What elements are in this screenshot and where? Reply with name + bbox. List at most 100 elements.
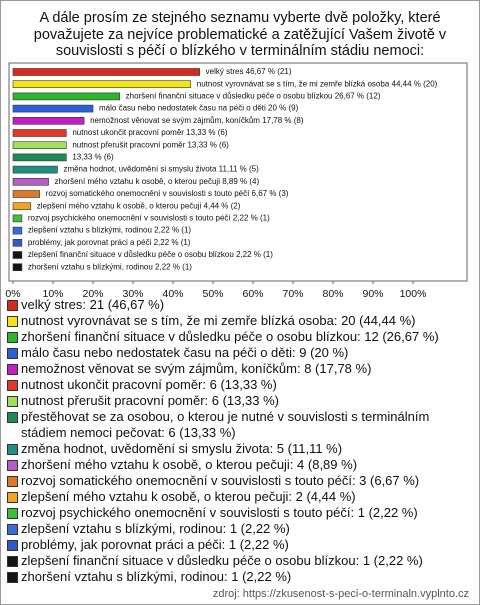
value-label: málo času nebo nedostatek času na péči o… <box>99 104 299 113</box>
value-label: zlepšení mého vztahu k osobě, o kterou p… <box>37 201 241 210</box>
legend-label: zlepšení vztahu s blízkými, rodinou: 1 (… <box>21 521 290 536</box>
legend-item: zhoršení vztahu s blízkými, rodinou: 1 (… <box>7 569 469 585</box>
legend-swatch <box>7 380 18 391</box>
legend-label: rozvoj somatického onemocnění v souvislo… <box>21 473 420 488</box>
legend-label: zhoršení vztahu s blízkými, rodinou: 1 (… <box>21 569 292 584</box>
bar <box>12 239 23 247</box>
legend-item: nutnost ukončit pracovní poměr: 6 (13,33… <box>7 377 469 393</box>
legend-label: nutnost vyrovnávat se s tím, že mi zemře… <box>21 313 416 328</box>
value-label: velký stres 46,67 % (21) <box>206 67 292 76</box>
legend-item: nutnost vyrovnávat se s tím, že mi zemře… <box>7 313 469 329</box>
legend-swatch <box>7 460 18 471</box>
legend-swatch <box>7 316 18 327</box>
value-label: 13,33 % (6) <box>72 153 114 162</box>
legend-label: zhoršení finanční situace v důsledku péč… <box>21 329 439 344</box>
legend-item: zhoršení mého vztahu k osobě, o kterou p… <box>7 457 469 473</box>
value-label: nemožnost věnovat se svým zájmům, koníčk… <box>90 116 304 125</box>
legend-swatch <box>7 572 18 583</box>
x-tick-label: 20% <box>82 288 103 297</box>
legend-swatch <box>7 412 18 423</box>
legend-item: nemožnost věnovat se svým zájmům, koníčk… <box>7 361 469 377</box>
bar <box>12 153 67 162</box>
x-tick-label: 60% <box>242 288 263 297</box>
value-label: nutnost přerušit pracovní poměr 13,33 % … <box>72 140 229 149</box>
bar <box>12 104 94 113</box>
value-label: nutnost vyrovnávat se s tím, že mi zemře… <box>197 79 438 88</box>
legend-label: nutnost přerušit pracovní poměr: 6 (13,3… <box>21 393 279 408</box>
legend-item: změna hodnot, uvědomění si smyslu života… <box>7 441 469 457</box>
legend-swatch <box>7 364 18 375</box>
legend-swatch <box>7 540 18 551</box>
x-tick-label: 90% <box>362 288 383 297</box>
bar <box>12 80 192 89</box>
value-label: zhoršení mého vztahu k osobě, o kterou p… <box>55 177 260 186</box>
value-label: zlepšení finanční situace v důsledku péč… <box>28 250 273 259</box>
chart-title: A dále prosím ze stejného seznamu vybert… <box>33 10 447 59</box>
x-tick-label: 80% <box>322 288 343 297</box>
legend-swatch <box>7 556 18 567</box>
legend-swatch <box>7 508 18 519</box>
legend-label: zhoršení mého vztahu k osobě, o kterou p… <box>21 457 358 472</box>
legend-swatch <box>7 396 18 407</box>
value-label: zhoršení finanční situace v důsledku péč… <box>126 92 381 101</box>
bar <box>12 226 23 235</box>
legend-swatch <box>7 476 18 487</box>
legend-item: rozvoj psychického onemocnění v souvislo… <box>7 505 469 521</box>
bar <box>12 202 32 210</box>
legend-item: málo času nebo nedostatek času na péči o… <box>7 345 469 361</box>
legend-item: velký stres: 21 (46,67 %) <box>7 297 469 313</box>
x-tick-label: 70% <box>282 288 303 297</box>
legend-item: přestěhovat se za osobou, o kterou je nu… <box>7 409 469 441</box>
value-label: zhoršení vztahu s blízkými, rodinou 2,22… <box>28 262 192 271</box>
value-label: rozvoj somatického onemocnění v souvislo… <box>46 189 289 198</box>
legend-item: zlepšení vztahu s blízkými, rodinou: 1 (… <box>7 521 469 537</box>
legend-label: málo času nebo nedostatek času na péči o… <box>21 345 349 360</box>
legend-label: nemožnost věnovat se svým zájmům, koníčk… <box>21 361 372 376</box>
bar <box>12 178 49 186</box>
legend-swatch <box>7 444 18 455</box>
legend-label: rozvoj psychického onemocnění v souvislo… <box>21 505 418 520</box>
legend-item: zlepšení finanční situace v důsledku péč… <box>7 553 469 569</box>
bar <box>12 68 200 76</box>
legend-label: změna hodnot, uvědomění si smyslu života… <box>21 441 343 456</box>
legend-label: přestěhovat se za osobou, o kterou je nu… <box>21 409 430 440</box>
legend-swatch <box>7 300 18 311</box>
legend-label: zlepšení mého vztahu k osobě, o kterou p… <box>21 489 356 504</box>
bar <box>12 251 23 259</box>
x-tick-label: 0% <box>5 288 20 297</box>
legend-item: nutnost přerušit pracovní poměr: 6 (13,3… <box>7 393 469 409</box>
x-tick-label: 50% <box>202 288 223 297</box>
legend-item: problémy, jak porovnat práci a péči: 1 (… <box>7 537 469 553</box>
bar <box>12 214 23 223</box>
value-label: zlepšení vztahu s blízkými, rodinou 2,22… <box>28 226 192 235</box>
bar <box>12 165 58 174</box>
x-tick-label: 40% <box>162 288 183 297</box>
x-tick-label: 10% <box>42 288 63 297</box>
legend: velký stres: 21 (46,67 %) nutnost vyrovná… <box>7 297 469 585</box>
legend-swatch <box>7 492 18 503</box>
legend-swatch <box>7 348 18 359</box>
bar <box>12 129 67 137</box>
bar <box>12 92 120 101</box>
value-label: problémy, jak porovnat práci a péči 2,22… <box>28 238 191 247</box>
legend-item: rozvoj somatického onemocnění v souvislo… <box>7 473 469 489</box>
chart: 0% 10% 20% 30% 40% 50% 60% 70% 80% 90% 100% velký s… <box>5 62 468 297</box>
legend-item: zlepšení mého vztahu k osobě, o kterou p… <box>7 489 469 505</box>
x-tick-label: 100% <box>400 288 427 297</box>
legend-item: zhoršení finanční situace v důsledku péč… <box>7 329 469 345</box>
x-tick-label: 30% <box>122 288 143 297</box>
legend-swatch <box>7 524 18 535</box>
value-label: nutnost ukončit pracovní poměr 13,33 % (… <box>72 128 228 137</box>
legend-swatch <box>7 332 18 343</box>
bar <box>12 190 40 198</box>
bar <box>12 116 85 125</box>
legend-label: nutnost ukončit pracovní poměr: 6 (13,33… <box>21 377 277 392</box>
bar <box>12 141 67 149</box>
bar <box>12 263 23 271</box>
legend-label: problémy, jak porovnat práci a péči: 1 (… <box>21 537 289 552</box>
value-label: rozvoj psychického onemocnění v souvislo… <box>28 214 270 223</box>
source: zdroj: https://zkusenost-s-peci-o-termin… <box>212 588 469 600</box>
value-label: změna hodnot, uvědomění si smyslu života… <box>63 165 259 174</box>
legend-label: zlepšení finanční situace v důsledku péč… <box>21 553 423 568</box>
